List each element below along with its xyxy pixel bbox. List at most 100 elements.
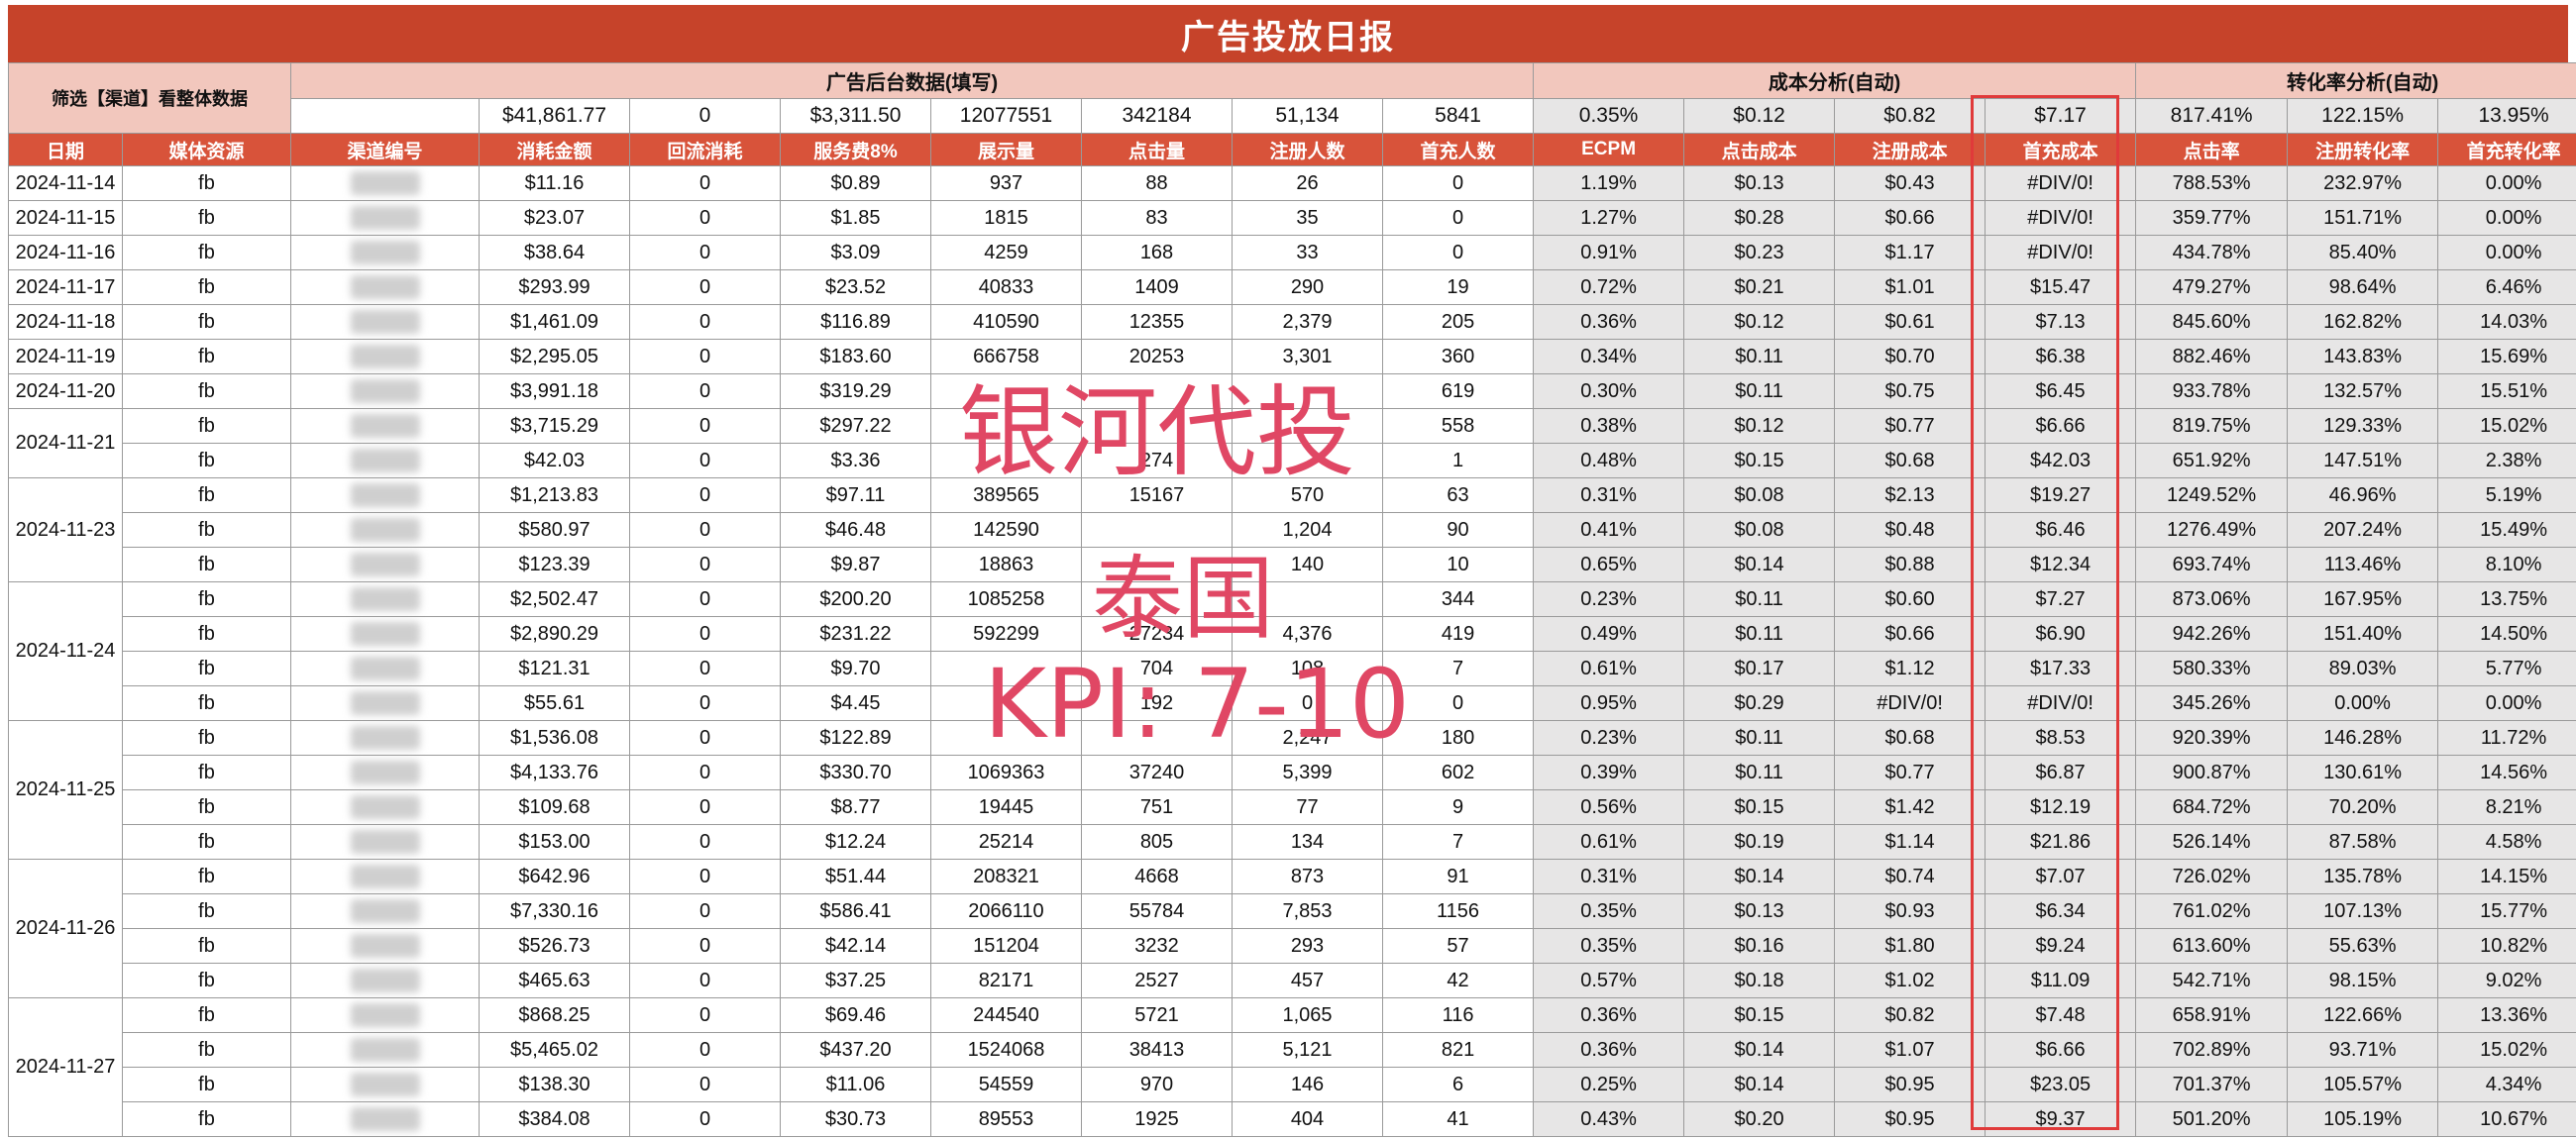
totals-cell[interactable]: 817.41% <box>2135 98 2289 134</box>
data-cell[interactable]: 91 <box>1381 859 1535 894</box>
data-cell[interactable]: 805 <box>1081 824 1233 860</box>
data-cell[interactable]: $11.09 <box>1985 963 2137 998</box>
data-cell[interactable]: 658.91% <box>2135 997 2289 1033</box>
totals-cell[interactable]: 0 <box>629 98 781 134</box>
data-cell[interactable]: 0.00% <box>2437 200 2576 236</box>
data-cell[interactable]: 132.57% <box>2287 373 2439 409</box>
data-cell[interactable]: $0.68 <box>1834 720 1986 756</box>
column-header[interactable]: 注册成本 <box>1834 133 1986 166</box>
data-cell[interactable]: 1815 <box>930 200 1082 236</box>
data-cell[interactable]: 108 <box>1232 651 1383 686</box>
data-cell[interactable]: $19.27 <box>1985 477 2137 513</box>
data-cell[interactable]: 0.23% <box>1533 720 1685 756</box>
data-cell[interactable]: 113.46% <box>2287 547 2439 582</box>
data-cell[interactable]: $37.25 <box>780 963 931 998</box>
data-cell[interactable]: 693.74% <box>2135 547 2289 582</box>
data-cell[interactable]: $9.24 <box>1985 928 2137 964</box>
data-cell[interactable]: 12355 <box>1081 304 1233 340</box>
channel-id-cell[interactable] <box>290 408 480 444</box>
data-cell[interactable]: 1.27% <box>1533 200 1685 236</box>
data-cell[interactable]: $2,890.29 <box>479 616 630 652</box>
data-cell[interactable]: $0.29 <box>1683 685 1836 721</box>
data-cell[interactable]: 7 <box>1381 651 1535 686</box>
channel-id-cell[interactable] <box>290 859 480 894</box>
media-cell[interactable]: fb <box>122 651 291 686</box>
channel-id-cell[interactable] <box>290 547 480 582</box>
media-cell[interactable]: fb <box>122 1101 291 1137</box>
data-cell[interactable]: 8.10% <box>2437 547 2576 582</box>
data-cell[interactable]: $0.11 <box>1683 755 1836 790</box>
data-cell[interactable]: $0.11 <box>1683 616 1836 652</box>
date-cell[interactable]: 2024-11-27 <box>8 997 123 1137</box>
data-cell[interactable] <box>930 408 1082 444</box>
data-cell[interactable]: 701.37% <box>2135 1067 2289 1102</box>
data-cell[interactable]: 82171 <box>930 963 1082 998</box>
data-cell[interactable]: $123.39 <box>479 547 630 582</box>
data-cell[interactable]: $7.48 <box>1985 997 2137 1033</box>
data-cell[interactable]: 900.87% <box>2135 755 2289 790</box>
channel-id-cell[interactable] <box>290 373 480 409</box>
data-cell[interactable] <box>1081 512 1233 548</box>
column-header[interactable]: 消耗金额 <box>479 133 630 166</box>
data-cell[interactable]: 46.96% <box>2287 477 2439 513</box>
data-cell[interactable]: 5721 <box>1081 997 1233 1033</box>
data-cell[interactable]: 0 <box>629 1101 781 1137</box>
data-cell[interactable]: 359.77% <box>2135 200 2289 236</box>
media-cell[interactable]: fb <box>122 893 291 929</box>
data-cell[interactable]: 15167 <box>1081 477 1233 513</box>
column-header[interactable]: 媒体资源 <box>122 133 291 166</box>
data-cell[interactable]: 0.65% <box>1533 547 1685 582</box>
data-cell[interactable]: 2,379 <box>1232 304 1383 340</box>
data-cell[interactable] <box>1081 408 1233 444</box>
totals-cell[interactable]: $3,311.50 <box>780 98 931 134</box>
date-cell[interactable]: 2024-11-21 <box>8 408 123 478</box>
data-cell[interactable]: 5,121 <box>1232 1032 1383 1068</box>
data-cell[interactable]: $1,536.08 <box>479 720 630 756</box>
data-cell[interactable]: 1156 <box>1381 893 1535 929</box>
data-cell[interactable]: 105.57% <box>2287 1067 2439 1102</box>
data-cell[interactable]: 751 <box>1081 789 1233 825</box>
media-cell[interactable]: fb <box>122 859 291 894</box>
data-cell[interactable]: $0.74 <box>1834 859 1986 894</box>
data-cell[interactable]: $12.19 <box>1985 789 2137 825</box>
data-cell[interactable]: 0 <box>629 616 781 652</box>
data-cell[interactable]: 83 <box>1081 200 1233 236</box>
data-cell[interactable]: $23.07 <box>479 200 630 236</box>
data-cell[interactable]: 15.69% <box>2437 339 2576 374</box>
data-cell[interactable]: 13.36% <box>2437 997 2576 1033</box>
data-cell[interactable]: 55.63% <box>2287 928 2439 964</box>
data-cell[interactable]: 704 <box>1081 651 1233 686</box>
data-cell[interactable]: 14.03% <box>2437 304 2576 340</box>
data-cell[interactable]: $42.14 <box>780 928 931 964</box>
channel-id-cell[interactable] <box>290 789 480 825</box>
data-cell[interactable]: 15.02% <box>2437 1032 2576 1068</box>
data-cell[interactable]: $0.61 <box>1834 304 1986 340</box>
data-cell[interactable]: 0.39% <box>1533 755 1685 790</box>
data-cell[interactable]: 89.03% <box>2287 651 2439 686</box>
data-cell[interactable]: 1.19% <box>1533 165 1685 201</box>
spreadsheet[interactable]: 广告投放日报 筛选【渠道】看整体数据 广告后台数据(填写) 成本分析(自动) 转… <box>8 5 2576 1137</box>
totals-cell[interactable]: 0.35% <box>1533 98 1685 134</box>
data-cell[interactable]: 0.36% <box>1533 997 1685 1033</box>
data-cell[interactable]: 19445 <box>930 789 1082 825</box>
date-cell[interactable]: 2024-11-20 <box>8 373 123 409</box>
data-cell[interactable]: 14.15% <box>2437 859 2576 894</box>
data-cell[interactable]: $0.17 <box>1683 651 1836 686</box>
data-cell[interactable]: 6 <box>1381 1067 1535 1102</box>
date-cell[interactable]: 2024-11-16 <box>8 235 123 270</box>
media-cell[interactable]: fb <box>122 304 291 340</box>
data-cell[interactable]: 0 <box>629 304 781 340</box>
data-cell[interactable]: 142590 <box>930 512 1082 548</box>
channel-id-cell[interactable] <box>290 200 480 236</box>
data-cell[interactable]: 410590 <box>930 304 1082 340</box>
data-cell[interactable]: 0 <box>629 789 781 825</box>
date-cell[interactable]: 2024-11-19 <box>8 339 123 374</box>
data-cell[interactable]: 6.46% <box>2437 269 2576 305</box>
data-cell[interactable]: $642.96 <box>479 859 630 894</box>
data-cell[interactable]: $0.88 <box>1834 547 1986 582</box>
channel-id-cell[interactable] <box>290 443 480 478</box>
data-cell[interactable]: 18863 <box>930 547 1082 582</box>
data-cell[interactable]: $0.15 <box>1683 789 1836 825</box>
data-cell[interactable]: $55.61 <box>479 685 630 721</box>
data-cell[interactable] <box>930 720 1082 756</box>
